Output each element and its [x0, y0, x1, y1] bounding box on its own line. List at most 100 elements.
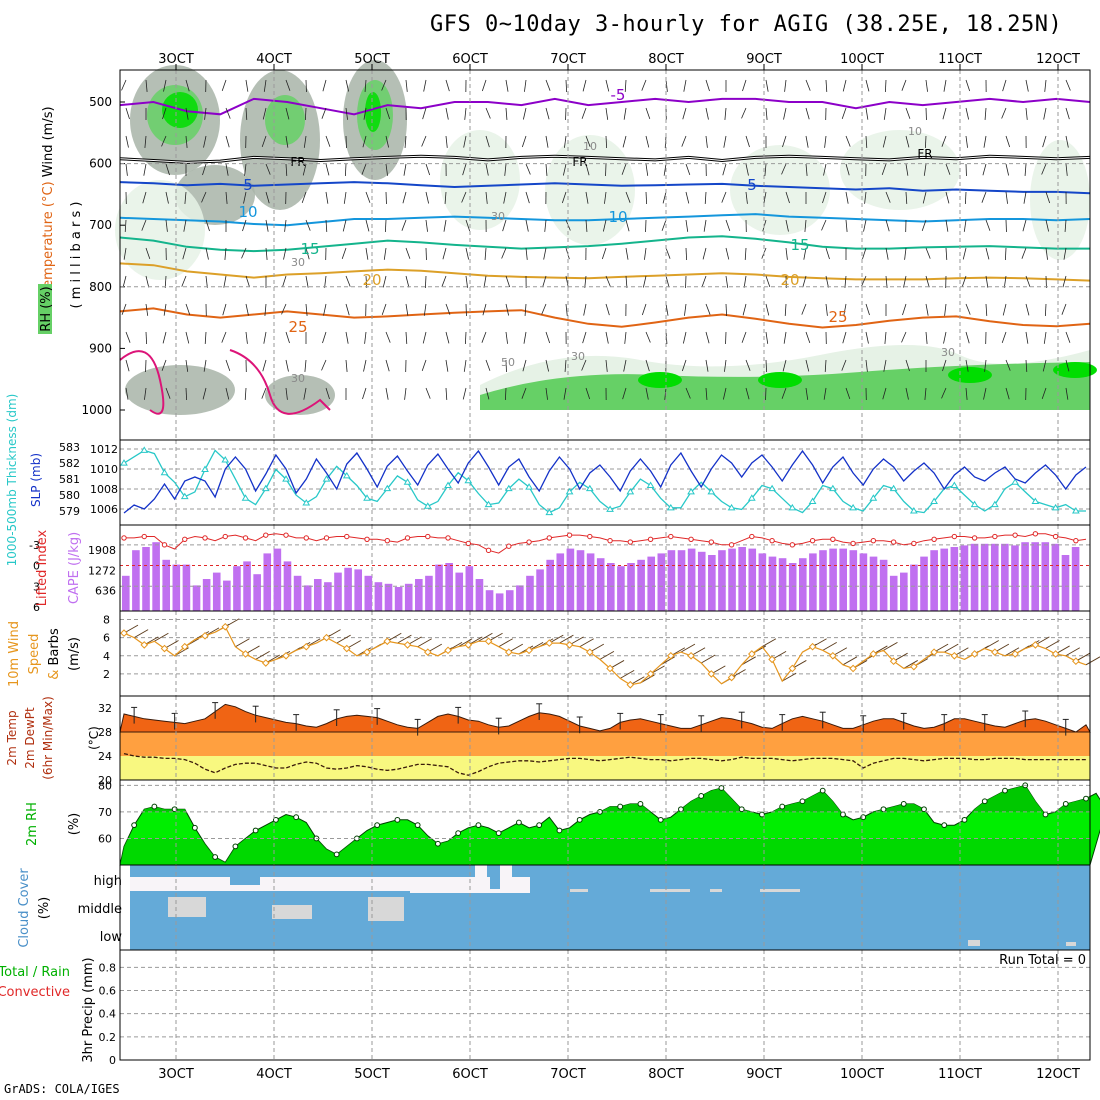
cape-bar — [415, 579, 423, 611]
wind-barb — [665, 303, 669, 316]
wind-barb — [385, 359, 390, 372]
wind-barb — [545, 359, 550, 372]
wind-barb — [963, 219, 967, 232]
slp-tick-label: 1006 — [90, 503, 118, 516]
wind-barb — [905, 359, 910, 372]
cape-bar — [394, 587, 403, 611]
cape-bar — [819, 550, 827, 611]
wind-barb — [342, 219, 347, 232]
thickness-line — [123, 449, 1086, 514]
rh2m-point — [536, 822, 543, 829]
thickness-point — [768, 484, 776, 492]
cape-bar — [586, 553, 595, 611]
wind-barb — [423, 303, 427, 316]
x-axis-label-bottom: 9OCT — [746, 1067, 782, 1082]
wind-barb — [742, 79, 747, 92]
cape-bar — [546, 559, 554, 611]
wind-barb — [805, 163, 808, 176]
wind-barb — [685, 219, 689, 232]
wind-barb — [285, 79, 291, 91]
wind-barb — [362, 135, 367, 148]
cape-bar — [738, 547, 746, 611]
wind-barb — [285, 387, 288, 400]
li-point — [890, 539, 897, 545]
rh2m-point — [880, 806, 887, 813]
wind-barb — [682, 331, 687, 344]
wind-barb — [985, 275, 989, 288]
wind-barb — [204, 331, 207, 344]
li-tick-label: 6 — [33, 601, 40, 614]
wind-barb — [781, 387, 787, 399]
thickness-point — [606, 505, 614, 512]
thickness-point — [565, 487, 574, 495]
thickness-tick-label: 582 — [59, 457, 80, 470]
wind-barb — [883, 359, 887, 372]
wind-barb — [1001, 107, 1007, 119]
slp-line — [123, 449, 1087, 514]
svg-text:1000-500mb Thickness (dm): 1000-500mb Thickness (dm) — [5, 394, 19, 567]
wind-barb — [1041, 387, 1047, 400]
wind-barb — [982, 163, 987, 176]
cape-bar — [677, 550, 686, 611]
wind-barb — [261, 387, 267, 399]
wind-barb — [885, 275, 888, 288]
wind-barb-10m — [397, 634, 412, 644]
wind-barb — [745, 387, 750, 400]
wind-barb — [203, 359, 207, 372]
wind-barb — [225, 135, 230, 148]
rh2m-point — [657, 816, 664, 823]
cape-bar — [263, 553, 272, 611]
wind-barb — [925, 275, 930, 288]
slp-tick-label: 1008 — [90, 483, 118, 496]
wind-barb — [705, 359, 709, 372]
wind-barb — [805, 107, 810, 120]
cloud-cell-blue — [195, 865, 215, 871]
wind-barb — [1065, 331, 1071, 343]
wind-barb — [241, 247, 247, 259]
thickness-point — [646, 481, 655, 488]
rh2m-point — [840, 811, 846, 818]
wind-barb — [125, 387, 129, 400]
wind-barb — [421, 135, 427, 147]
cape-bar — [950, 547, 959, 611]
wind-barb — [723, 135, 727, 148]
wind-barb — [1043, 331, 1047, 344]
wind-barb — [325, 163, 330, 176]
rh-contour-label: 10 — [908, 125, 922, 138]
wind-barb — [463, 135, 467, 148]
li-point — [263, 532, 269, 538]
isotherm-label: FR — [917, 147, 932, 161]
li-point — [789, 542, 796, 548]
svg-text:2m RH: 2m RH — [25, 802, 40, 846]
wind-barb — [425, 387, 431, 399]
cape-bar — [990, 543, 999, 611]
wind-point — [565, 641, 574, 649]
wind-barb — [445, 303, 451, 315]
cape-bar — [495, 593, 504, 611]
wind-barb — [664, 387, 667, 400]
pressure-axis-label: ( m i l l i b a r s ) — [69, 202, 84, 309]
wind-point — [160, 644, 169, 653]
wind-barb — [381, 79, 387, 91]
thickness-point — [160, 468, 169, 476]
wind-point — [869, 650, 878, 658]
wind-barb — [362, 387, 367, 400]
wind-barb — [525, 163, 531, 175]
thickness-point — [828, 484, 837, 492]
wind-barb — [1021, 247, 1027, 259]
wind-barb — [705, 387, 708, 400]
cape-bar — [435, 564, 443, 611]
wind-barb — [645, 387, 649, 400]
wind-barb — [665, 275, 670, 288]
x-axis-label-top: 7OCT — [550, 52, 586, 67]
rh2m-point — [272, 816, 279, 823]
wind-point — [282, 651, 290, 660]
svg-text:(m/s): (m/s) — [67, 637, 82, 671]
thickness-point — [869, 494, 878, 501]
isotherm-label: 15 — [790, 236, 809, 254]
thickness-point — [585, 484, 594, 492]
rh2m-point — [981, 798, 988, 805]
cape-bar — [485, 590, 494, 611]
wind-barb — [882, 135, 887, 148]
thickness-point — [302, 499, 311, 506]
